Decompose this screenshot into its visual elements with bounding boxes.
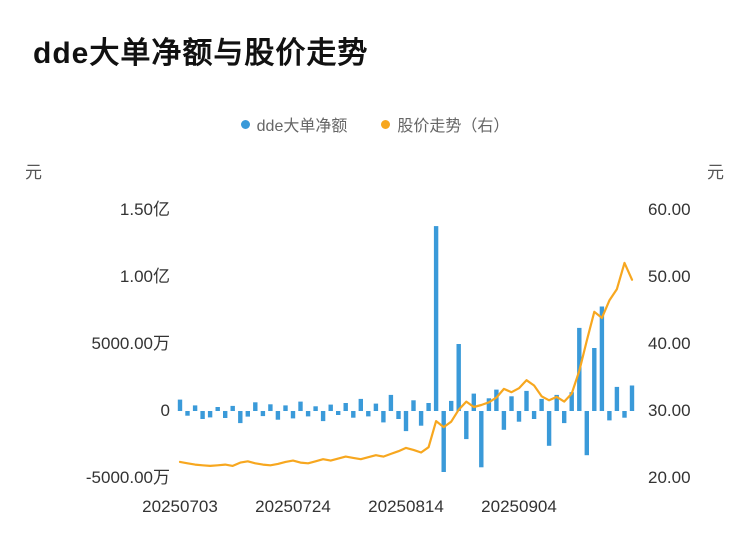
- net-amount-bar: [614, 386, 620, 411]
- net-amount-bar: [449, 400, 454, 411]
- right-axis-tick: 60.00: [648, 200, 691, 219]
- net-amount-bar: [479, 411, 484, 468]
- net-amount-bar: [253, 402, 258, 411]
- net-amount-bar: [373, 403, 379, 411]
- right-axis-unit: 元: [707, 163, 724, 182]
- net-amount-bar: [501, 411, 507, 430]
- net-amount-bar: [456, 344, 461, 411]
- net-amount-bar: [305, 411, 311, 417]
- net-amount-bar: [230, 405, 235, 411]
- net-amount-bar: [207, 411, 213, 418]
- net-amount-bar: [381, 411, 386, 423]
- net-amount-bar: [200, 411, 205, 419]
- line-series-dot-icon: [381, 119, 391, 129]
- net-amount-bar: [192, 405, 198, 411]
- net-amount-bar: [238, 411, 243, 424]
- net-amount-bar: [313, 406, 318, 411]
- x-axis-tick: 20250814: [368, 497, 444, 516]
- net-amount-bar: [275, 411, 281, 420]
- x-axis-tick: 20250703: [142, 497, 218, 516]
- net-amount-bar: [554, 394, 559, 411]
- net-amount-bar: [411, 400, 416, 411]
- right-axis-tick: 40.00: [648, 334, 691, 353]
- net-amount-bar: [215, 407, 220, 411]
- net-amount-bar: [569, 392, 574, 411]
- net-amount-bar: [177, 399, 183, 411]
- net-amount-bar: [524, 390, 529, 411]
- net-amount-bar: [486, 398, 492, 411]
- net-amount-bar: [494, 389, 499, 411]
- left-axis-tick: 1.00亿: [119, 267, 170, 286]
- bar-series-dot-icon: [240, 119, 250, 129]
- left-axis-tick: 1.50亿: [119, 200, 170, 219]
- net-amount-bar: [260, 411, 266, 417]
- net-amount-bar: [629, 385, 635, 411]
- legend-item-price[interactable]: 股价走势（右）: [381, 112, 509, 136]
- net-amount-bar: [403, 411, 409, 432]
- right-axis-tick: 50.00: [648, 267, 691, 286]
- net-amount-bar: [298, 401, 303, 411]
- net-amount-bar: [351, 411, 356, 418]
- net-amount-bar: [441, 411, 446, 472]
- net-amount-bar: [366, 411, 371, 417]
- net-amount-bar: [426, 403, 431, 411]
- net-amount-bar: [320, 411, 326, 422]
- left-axis-tick: 0: [160, 401, 170, 420]
- net-amount-bar: [396, 411, 401, 419]
- net-amount-bar: [418, 411, 424, 426]
- net-amount-bar: [471, 393, 476, 411]
- net-amount-bar: [592, 348, 597, 411]
- price-line: [178, 261, 634, 467]
- net-amount-bar: [539, 398, 544, 411]
- right-axis-tick: 20.00: [648, 468, 691, 487]
- legend-label-dde: dde大单净额: [256, 118, 348, 135]
- net-amount-bar: [245, 411, 250, 417]
- net-amount-bar: [584, 411, 589, 456]
- net-amount-bar: [516, 411, 522, 422]
- legend-item-dde[interactable]: dde大单净额: [240, 112, 348, 136]
- net-amount-bar: [509, 396, 514, 411]
- net-amount-bar: [388, 394, 394, 411]
- left-axis-tick: 5000.00万: [91, 334, 170, 353]
- net-amount-bar: [358, 398, 363, 411]
- legend-label-price: 股价走势（右）: [397, 118, 510, 135]
- net-amount-bar: [336, 411, 341, 415]
- page-title: dde大单净额与股价走势: [33, 37, 369, 70]
- net-amount-bar: [328, 404, 333, 411]
- net-amount-bar: [433, 226, 439, 411]
- net-amount-bar: [223, 411, 228, 418]
- net-amount-bar: [622, 411, 627, 418]
- net-amount-bar: [562, 411, 567, 424]
- right-axis-tick: 30.00: [648, 401, 691, 420]
- net-amount-bar: [283, 405, 288, 411]
- x-axis-tick: 20250904: [481, 497, 557, 516]
- net-amount-bar: [290, 411, 296, 419]
- net-amount-bar: [268, 404, 273, 411]
- left-axis-tick: -5000.00万: [85, 468, 170, 487]
- net-amount-bar: [546, 411, 552, 446]
- legend: dde大单净额 股价走势（右）: [0, 112, 750, 136]
- net-amount-bar: [464, 411, 469, 440]
- net-amount-bar: [531, 411, 537, 419]
- left-axis-unit: 元: [25, 163, 42, 182]
- net-amount-bar: [599, 306, 605, 411]
- net-amount-bar: [343, 403, 348, 411]
- net-amount-bar: [607, 411, 612, 421]
- net-amount-bar: [185, 411, 190, 416]
- x-axis-tick: 20250724: [255, 497, 331, 516]
